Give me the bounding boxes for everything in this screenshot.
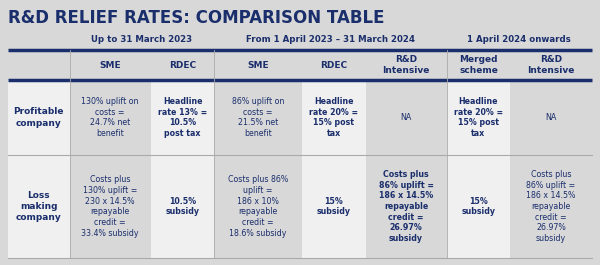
Bar [365,155,446,258]
Bar [446,80,510,155]
Text: R&D
Intensive: R&D Intensive [382,55,430,75]
Text: Headline
rate 20% =
15% post
tax: Headline rate 20% = 15% post tax [309,97,358,138]
Bar [8,80,70,155]
Bar [365,80,446,155]
Text: 86% uplift on
costs =
21.5% net
benefit: 86% uplift on costs = 21.5% net benefit [232,97,284,138]
Text: NA: NA [400,113,412,122]
Bar [510,80,592,155]
Text: Headline
rate 13% =
10.5%
post tax: Headline rate 13% = 10.5% post tax [158,97,207,138]
Text: Costs plus
130% uplift =
230 x 14.5%
repayable
credit =
33.4% subsidy: Costs plus 130% uplift = 230 x 14.5% rep… [82,175,139,238]
Text: NA: NA [545,113,557,122]
Text: Up to 31 March 2023: Up to 31 March 2023 [91,36,193,45]
Text: Costs plus
86% uplift =
186 x 14.5%
repayable
credit =
26.97%
subsidy: Costs plus 86% uplift = 186 x 14.5% repa… [526,170,576,243]
Bar [8,155,70,258]
Text: 15%
subsidy: 15% subsidy [461,197,496,217]
Bar [214,155,302,258]
Text: 1 April 2024 onwards: 1 April 2024 onwards [467,36,571,45]
Bar [70,80,151,155]
Bar [446,155,510,258]
Text: Loss
making
company: Loss making company [16,191,62,222]
Text: RDEC: RDEC [169,60,196,69]
Bar [302,80,365,155]
Text: Profitable
company: Profitable company [14,107,64,127]
Text: From 1 April 2023 – 31 March 2024: From 1 April 2023 – 31 March 2024 [246,36,415,45]
Text: Merged
scheme: Merged scheme [459,55,498,75]
Bar [151,80,214,155]
Text: RDEC: RDEC [320,60,347,69]
Bar [214,80,302,155]
Bar [302,155,365,258]
Text: R&D RELIEF RATES: COMPARISON TABLE: R&D RELIEF RATES: COMPARISON TABLE [8,9,385,27]
Text: Costs plus
86% uplift =
186 x 14.5%
repayable
credit =
26.97%
subsidy: Costs plus 86% uplift = 186 x 14.5% repa… [379,170,434,243]
Bar [151,155,214,258]
Text: SME: SME [247,60,269,69]
Bar [510,155,592,258]
Text: 130% uplift on
costs =
24.7% net
benefit: 130% uplift on costs = 24.7% net benefit [82,97,139,138]
Text: Headline
rate 20% =
15% post
tax: Headline rate 20% = 15% post tax [454,97,503,138]
Text: R&D
Intensive: R&D Intensive [527,55,575,75]
Bar [70,155,151,258]
Text: 10.5%
subsidy: 10.5% subsidy [166,197,200,217]
Text: Costs plus 86%
uplift =
186 x 10%
repayable
credit =
18.6% subsidy: Costs plus 86% uplift = 186 x 10% repaya… [228,175,288,238]
Text: 15%
subsidy: 15% subsidy [317,197,351,217]
Text: SME: SME [100,60,121,69]
